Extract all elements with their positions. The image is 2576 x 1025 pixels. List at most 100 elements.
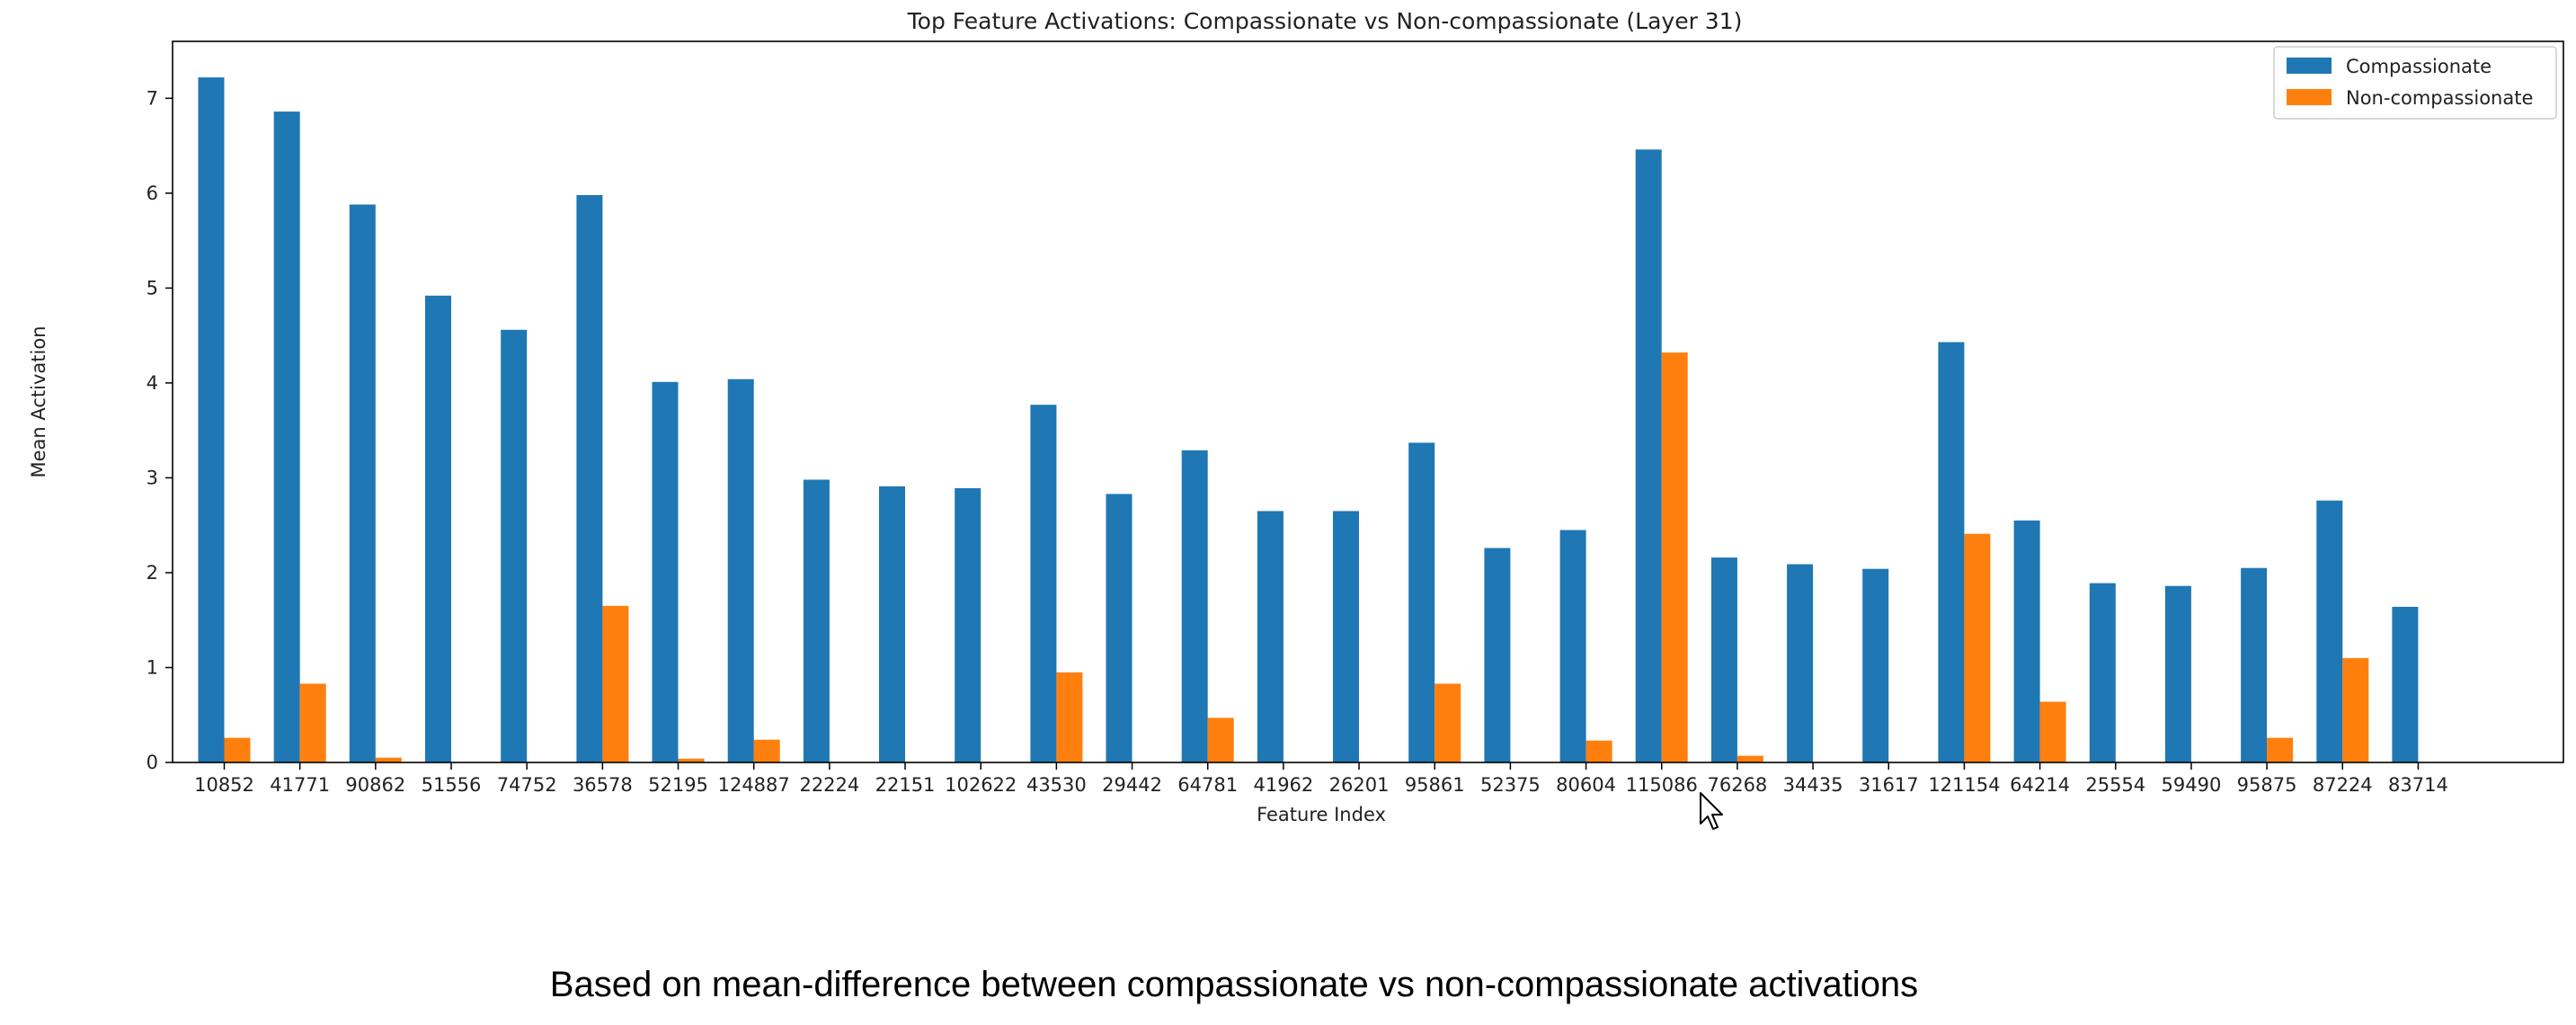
y-tick-label-7: 7 [147, 87, 158, 109]
y-axis: 0 1 2 3 4 5 6 7 [147, 87, 173, 773]
bar-non-compassionate-80604 [1586, 740, 1612, 762]
x-tick-label-95861: 95861 [1405, 774, 1465, 796]
x-tick-label-95875: 95875 [2237, 774, 2297, 796]
bar-compassionate-121154 [1938, 342, 1965, 762]
bar-compassionate-52195 [652, 381, 679, 762]
x-tick-label-76268: 76268 [1707, 774, 1767, 796]
x-tick-label-22224: 22224 [799, 774, 859, 796]
x-tick-label-41962: 41962 [1253, 774, 1313, 796]
bar-compassionate-90862 [349, 204, 376, 762]
bar-non-compassionate-64214 [2039, 701, 2066, 762]
x-tick-label-115086: 115086 [1626, 774, 1698, 796]
bar-non-compassionate-124887 [753, 739, 780, 762]
y-tick-label-4: 4 [147, 372, 158, 394]
legend-box [2273, 46, 2557, 120]
bar-compassionate-59490 [2164, 585, 2191, 762]
x-tick-label-31617: 31617 [1859, 774, 1919, 796]
legend-swatch-compassionate [2287, 58, 2332, 74]
bars-group [198, 77, 2419, 763]
x-tick-label-51556: 51556 [422, 774, 482, 796]
bar-non-compassionate-10852 [224, 737, 251, 762]
x-tick-label-34435: 34435 [1783, 774, 1843, 796]
x-tick-label-22151: 22151 [875, 774, 936, 796]
bar-compassionate-124887 [727, 379, 754, 762]
x-axis: 10852 41771 90862 51556 74752 36578 52195 12488… [194, 762, 2448, 796]
x-tick-label-52375: 52375 [1480, 774, 1541, 796]
bar-compassionate-41962 [1257, 511, 1284, 762]
y-tick-label-0: 0 [147, 752, 158, 773]
bar-compassionate-26201 [1333, 511, 1359, 762]
chart-title: Top Feature Activations: Compassionate v… [907, 8, 1743, 34]
x-tick-label-59490: 59490 [2162, 774, 2222, 796]
x-tick-label-102622: 102622 [945, 774, 1017, 796]
bar-non-compassionate-52195 [678, 758, 705, 762]
legend-swatch-non-compassionate [2287, 89, 2332, 105]
bar-compassionate-36578 [576, 195, 603, 762]
bar-compassionate-41771 [273, 111, 300, 763]
bar-compassionate-43530 [1030, 405, 1057, 762]
x-tick-label-124887: 124887 [718, 774, 790, 796]
bar-non-compassionate-76268 [1737, 755, 1763, 762]
bar-compassionate-102622 [955, 488, 982, 762]
bar-compassionate-95861 [1408, 442, 1435, 762]
x-tick-label-64781: 64781 [1177, 774, 1238, 796]
bar-compassionate-74752 [501, 329, 528, 762]
y-axis-label: Mean Activation [28, 325, 49, 477]
x-tick-label-64214: 64214 [2010, 774, 2070, 796]
x-tick-label-29442: 29442 [1102, 774, 1162, 796]
bar-non-compassionate-41771 [299, 683, 326, 762]
bar-non-compassionate-121154 [1964, 533, 1991, 762]
y-tick-label-6: 6 [147, 183, 158, 204]
bar-compassionate-80604 [1559, 530, 1586, 762]
bar-compassionate-31617 [1862, 568, 1889, 762]
bar-non-compassionate-90862 [375, 757, 402, 762]
bar-compassionate-34435 [1787, 564, 1814, 762]
y-tick-label-3: 3 [147, 467, 158, 488]
y-tick-label-1: 1 [147, 656, 158, 678]
x-axis-label: Feature Index [1257, 804, 1386, 825]
bar-compassionate-52375 [1484, 548, 1511, 762]
bar-compassionate-64214 [2013, 520, 2040, 762]
bar-non-compassionate-95861 [1435, 683, 1461, 762]
mouse-cursor-icon [1700, 792, 1723, 830]
x-tick-label-25554: 25554 [2085, 774, 2145, 796]
bar-compassionate-22151 [879, 486, 905, 762]
bar-non-compassionate-95875 [2267, 737, 2294, 762]
bar-non-compassionate-64781 [1207, 718, 1234, 762]
plot-frame [172, 40, 2564, 763]
x-tick-label-43530: 43530 [1026, 774, 1087, 796]
bar-non-compassionate-115086 [1661, 352, 1688, 762]
bar-compassionate-25554 [2089, 583, 2116, 762]
legend: Compassionate Non-compassionate [2273, 46, 2557, 120]
bar-non-compassionate-36578 [602, 605, 629, 762]
x-tick-label-36578: 36578 [573, 774, 633, 796]
bar-compassionate-115086 [1635, 149, 1662, 763]
bar-non-compassionate-87224 [2342, 657, 2369, 762]
bar-compassionate-83714 [2392, 606, 2419, 762]
x-tick-label-41771: 41771 [270, 774, 330, 796]
x-tick-label-80604: 80604 [1556, 774, 1616, 796]
bar-compassionate-22224 [803, 479, 830, 762]
x-tick-label-90862: 90862 [345, 774, 405, 796]
x-tick-label-52195: 52195 [648, 774, 708, 796]
bar-compassionate-64781 [1181, 450, 1208, 762]
x-tick-label-26201: 26201 [1329, 774, 1390, 796]
caption-text: Based on mean-difference between compass… [549, 965, 1919, 1004]
bar-compassionate-87224 [2316, 500, 2343, 762]
legend-label-compassionate: Compassionate [2346, 56, 2492, 77]
y-tick-label-2: 2 [147, 562, 158, 584]
bar-compassionate-51556 [425, 295, 451, 762]
x-tick-label-74752: 74752 [497, 774, 557, 796]
bar-chart: Top Feature Activations: Compassionate v… [28, 8, 2564, 825]
x-tick-label-121154: 121154 [1928, 774, 2000, 796]
bar-compassionate-95875 [2241, 567, 2268, 762]
legend-label-non-compassionate: Non-compassionate [2346, 87, 2533, 109]
bar-non-compassionate-43530 [1056, 672, 1083, 763]
bar-compassionate-10852 [198, 77, 225, 763]
chart-caption: Based on mean-difference between compass… [0, 967, 2576, 1003]
bar-compassionate-76268 [1710, 557, 1737, 762]
bar-compassionate-29442 [1106, 494, 1133, 762]
x-tick-label-87224: 87224 [2313, 774, 2373, 796]
x-tick-label-10852: 10852 [194, 774, 254, 796]
y-tick-label-5: 5 [147, 277, 158, 299]
